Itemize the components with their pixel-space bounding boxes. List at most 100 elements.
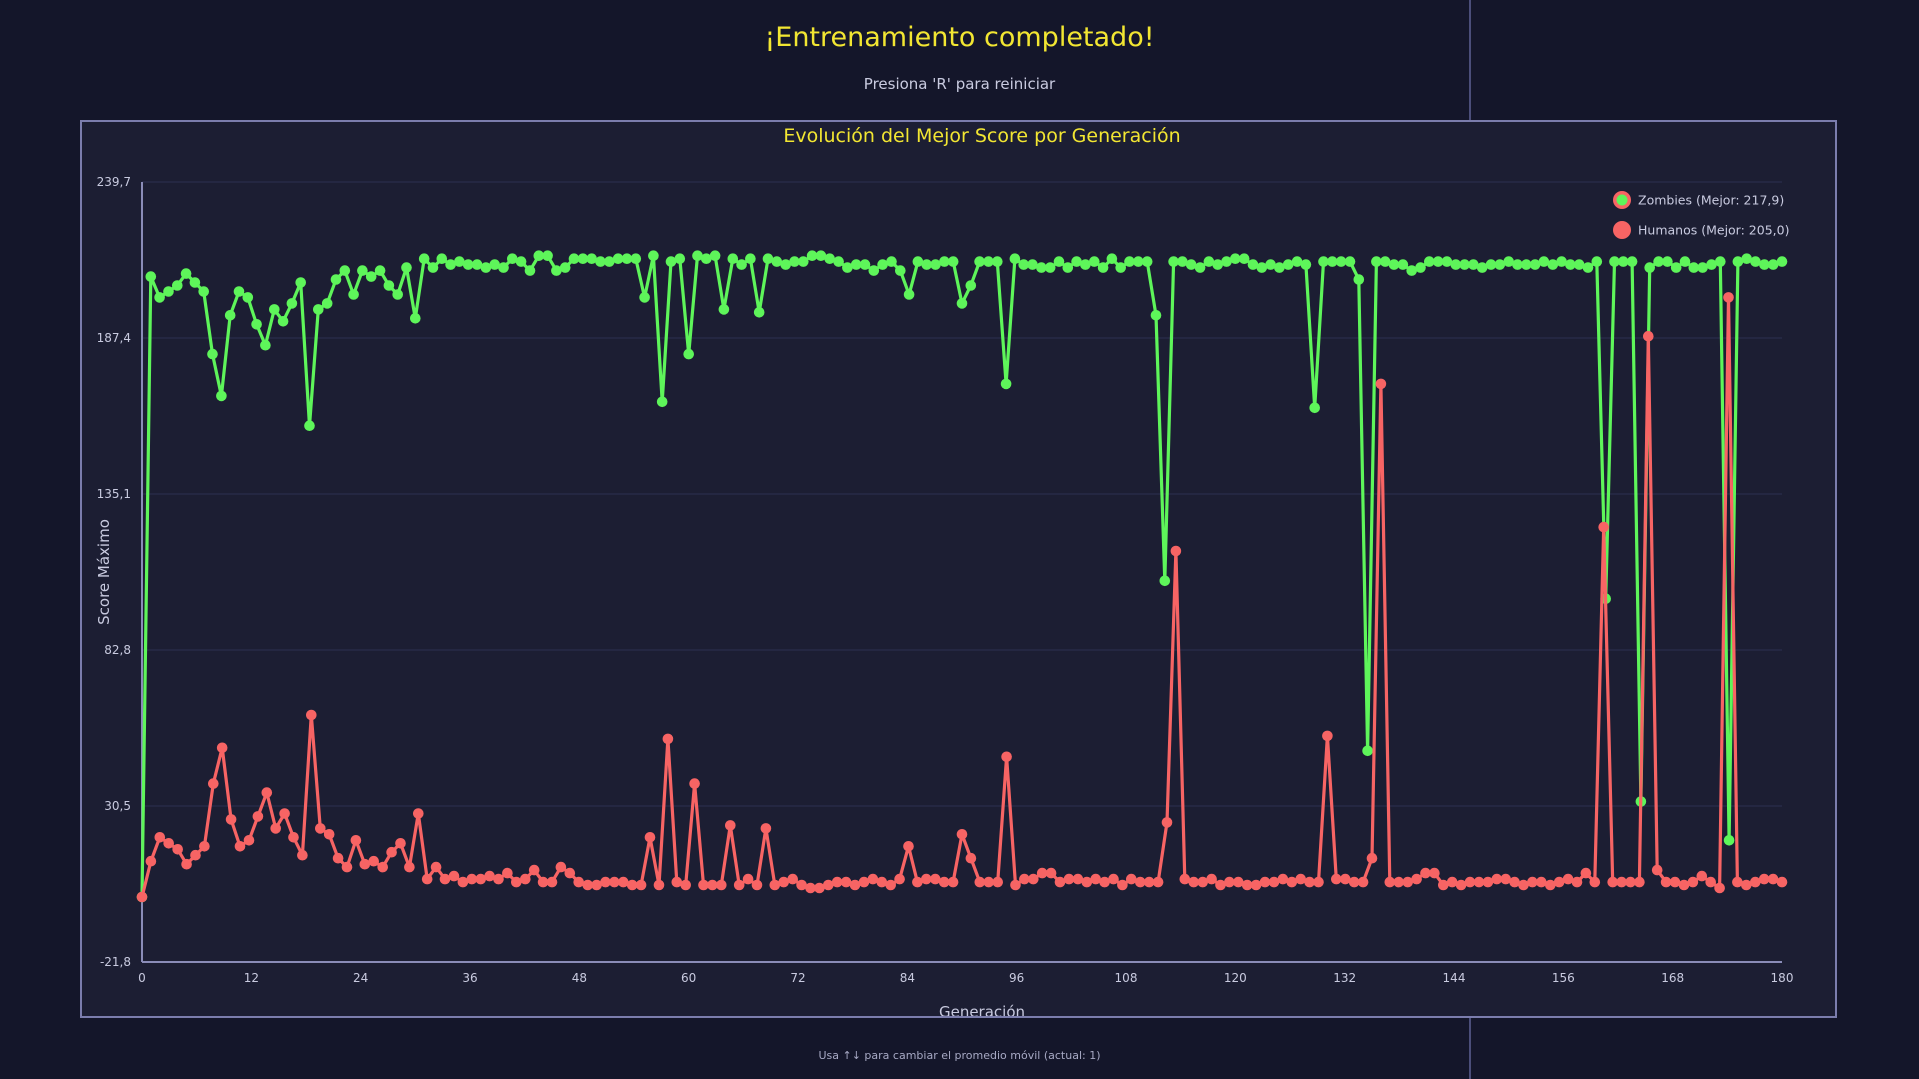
data-point [145, 271, 157, 282]
data-point [1230, 253, 1241, 264]
data-point [1009, 253, 1021, 264]
data-point [992, 876, 1003, 888]
data-point [1001, 751, 1012, 763]
data-point [350, 835, 362, 846]
data-point [1679, 256, 1691, 267]
data-point [895, 265, 906, 276]
data-point [733, 879, 745, 891]
data-point [956, 298, 968, 309]
y-tick-label: 187,4 [97, 331, 131, 345]
data-point [234, 841, 246, 852]
x-tick-label: 108 [1115, 971, 1138, 985]
data-point [1651, 864, 1663, 876]
data-point [1036, 262, 1047, 273]
data-point [1309, 402, 1320, 414]
data-point [410, 313, 421, 324]
data-point [698, 879, 709, 891]
data-point [484, 870, 495, 882]
data-point [1250, 879, 1262, 891]
restart-hint: Presiona 'R' para reiniciar [863, 75, 1056, 93]
data-point [1313, 876, 1324, 888]
data-point [297, 849, 308, 861]
data-point [261, 787, 273, 798]
data-point [665, 256, 677, 267]
data-point [1607, 876, 1618, 888]
data-point [707, 879, 718, 891]
data-point [1776, 256, 1788, 267]
data-point [577, 253, 589, 264]
data-point [542, 250, 553, 261]
data-point [789, 256, 800, 267]
y-tick-label: 30,5 [104, 799, 131, 813]
data-point [1159, 575, 1171, 587]
data-point [718, 304, 730, 315]
data-point [753, 307, 765, 318]
data-point [609, 876, 620, 888]
data-point [662, 733, 674, 745]
data-point [1536, 876, 1547, 888]
data-point [630, 253, 642, 264]
legend-marker [1616, 194, 1628, 206]
data-point [912, 256, 924, 267]
data-point [198, 286, 209, 297]
data-point [1393, 876, 1404, 888]
data-point [751, 879, 763, 891]
data-point [886, 256, 897, 267]
data-point [639, 292, 650, 303]
data-point [745, 253, 756, 264]
y-tick-label: 135,1 [97, 487, 131, 501]
data-point [604, 256, 615, 267]
data-point [692, 250, 703, 261]
data-point [1503, 256, 1514, 267]
data-point [644, 832, 656, 843]
data-point [546, 876, 558, 888]
data-point [653, 879, 665, 891]
data-point [269, 304, 280, 315]
data-point [1438, 879, 1449, 891]
data-point [1197, 876, 1208, 888]
data-point [1053, 256, 1065, 267]
data-point [216, 390, 227, 402]
data-point [1036, 867, 1048, 879]
data-point [1626, 256, 1638, 267]
data-point [842, 262, 853, 273]
data-point [780, 259, 791, 270]
data-point [348, 289, 359, 300]
data-point [1750, 876, 1761, 888]
data-point [1188, 876, 1199, 888]
data-point [1133, 256, 1144, 267]
data-point [1304, 876, 1315, 888]
data-point [401, 262, 412, 273]
data-point [555, 861, 567, 873]
data-point [330, 274, 342, 285]
x-tick-label: 120 [1224, 971, 1247, 985]
data-point [1446, 876, 1458, 888]
data-point [154, 292, 165, 303]
data-point [727, 253, 739, 264]
data-point [1194, 262, 1206, 273]
data-point [1547, 259, 1559, 270]
data-point [680, 879, 691, 891]
data-point [436, 253, 448, 264]
data-point [277, 316, 289, 327]
data-point [1185, 259, 1197, 270]
data-point [1662, 256, 1673, 267]
data-point [430, 861, 442, 873]
data-point [1106, 253, 1118, 264]
x-tick-label: 180 [1771, 971, 1794, 985]
data-point [1054, 876, 1066, 888]
data-point [1538, 256, 1550, 267]
data-point [480, 262, 492, 273]
data-point [1300, 259, 1312, 270]
data-point [742, 873, 754, 885]
data-point [1089, 256, 1100, 267]
series-line-1 [140, 295, 1783, 898]
data-point [833, 256, 844, 267]
data-point [368, 855, 380, 867]
score-chart: Evolución del Mejor Score por Generación… [95, 125, 1794, 1016]
data-point [502, 867, 513, 879]
data-point [395, 838, 406, 849]
data-point [493, 873, 504, 885]
data-point [1206, 873, 1217, 885]
data-point [339, 265, 351, 276]
